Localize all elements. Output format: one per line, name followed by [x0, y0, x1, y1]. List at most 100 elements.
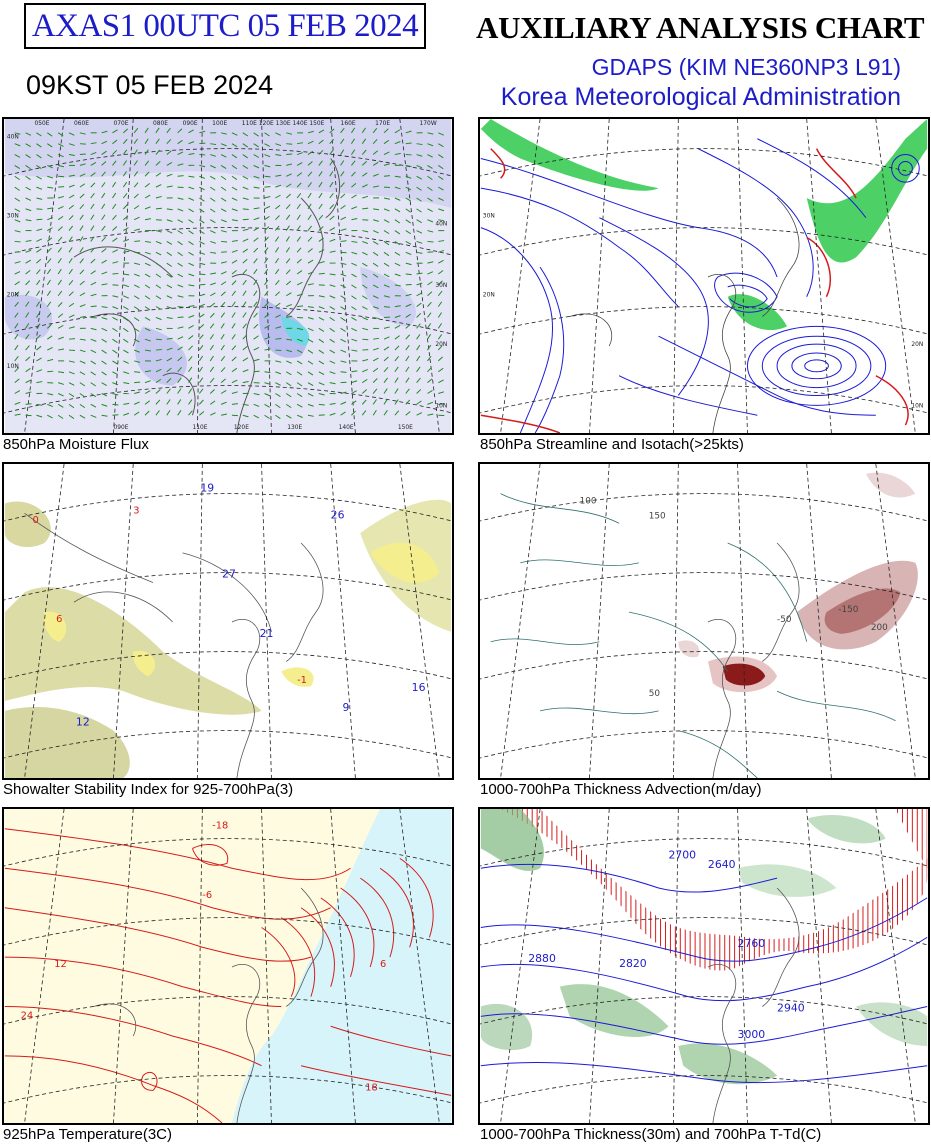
wind-arrow: [318, 226, 324, 231]
wind-arrow: [188, 230, 194, 235]
wind-arrow: [90, 403, 97, 408]
wind-arrow: [57, 302, 63, 307]
wind-arrow: [264, 301, 269, 307]
wind-arrow: [296, 247, 302, 253]
wind-arrow: [307, 182, 312, 188]
wind-arrow: [199, 324, 205, 329]
wind-arrow: [57, 279, 62, 286]
wind-arrow: [318, 393, 325, 396]
wind-arrow: [90, 247, 95, 253]
wind-arrow: [373, 316, 380, 320]
wind-arrow: [155, 172, 162, 177]
wind-arrow: [383, 336, 390, 340]
wind-arrow: [242, 164, 249, 169]
wind-arrow: [210, 143, 217, 146]
wind-arrow: [405, 399, 411, 405]
wind-arrow: [437, 345, 443, 351]
wind-arrow: [394, 345, 400, 351]
wind-arrow: [25, 239, 32, 242]
wind-arrow: [199, 219, 205, 224]
wind-arrow: [427, 208, 433, 213]
svg-text:170E: 170E: [375, 121, 390, 127]
wind-arrow: [177, 367, 182, 373]
wind-arrow: [329, 371, 336, 375]
svg-text:20N: 20N: [911, 342, 923, 348]
wind-arrow: [209, 389, 215, 394]
wind-arrow: [351, 410, 356, 416]
wind-arrow: [112, 129, 118, 134]
wind-arrow: [394, 335, 400, 340]
wind-arrow: [123, 306, 129, 310]
wind-arrow: [274, 257, 280, 264]
wind-arrow: [220, 390, 227, 394]
wind-arrow: [112, 249, 119, 253]
wind-arrow: [361, 399, 367, 405]
wind-arrow: [210, 164, 216, 169]
wind-arrow: [112, 192, 117, 199]
wind-arrow: [427, 197, 433, 202]
wind-arrow: [133, 338, 140, 343]
wind-arrow: [122, 149, 128, 155]
svg-text:40N: 40N: [435, 222, 447, 228]
wind-arrow: [416, 355, 421, 362]
wind-arrow: [340, 306, 346, 311]
wind-arrow: [25, 186, 31, 191]
wind-arrow: [36, 143, 42, 148]
wind-arrow: [209, 400, 216, 405]
wind-arrow: [79, 371, 86, 376]
wind-arrow: [329, 138, 335, 145]
wind-arrow: [68, 194, 75, 199]
wind-arrow: [36, 132, 42, 137]
wind-arrow: [372, 262, 379, 267]
wind-arrow: [275, 302, 281, 308]
wind-arrow: [405, 377, 410, 383]
wind-arrow: [275, 291, 281, 297]
wind-arrow: [79, 304, 86, 308]
wind-arrow: [296, 270, 303, 275]
wind-arrow: [264, 414, 270, 419]
wind-arrow: [253, 175, 260, 179]
wind-arrow: [144, 206, 151, 210]
wind-arrow: [166, 162, 173, 166]
wind-arrow: [166, 378, 172, 383]
wind-arrow: [253, 164, 260, 169]
wind-arrow: [351, 295, 357, 300]
wind-arrow: [296, 293, 303, 297]
wind-arrow: [36, 312, 41, 318]
wind-arrow: [210, 154, 217, 157]
wind-arrow: [351, 327, 357, 332]
panel-thickness-ttd: 2700 2640 2880 2940 3000 2820 2760: [478, 807, 930, 1125]
wind-arrow: [14, 291, 20, 297]
wind-arrow: [58, 382, 64, 385]
wind-arrow: [438, 403, 445, 405]
wind-arrow: [307, 371, 314, 376]
wind-arrow: [362, 230, 369, 233]
wind-arrow: [405, 355, 410, 362]
wind-arrow: [112, 327, 118, 332]
wind-arrow: [318, 306, 325, 310]
wind-arrow: [220, 164, 227, 169]
wind-arrow: [123, 382, 130, 385]
wind-arrow: [220, 301, 226, 307]
wind-arrow: [427, 271, 434, 275]
wind-arrow: [296, 393, 303, 398]
wind-arrow: [133, 306, 140, 311]
wind-arrow: [155, 127, 160, 134]
wind-arrow: [25, 143, 31, 148]
wind-arrow: [416, 143, 423, 146]
wind-arrow: [79, 414, 86, 419]
wind-arrow: [25, 269, 31, 275]
wind-arrow: [242, 248, 249, 253]
wind-arrow: [90, 293, 97, 297]
wind-arrow: [68, 215, 74, 221]
wind-arrow: [427, 367, 432, 373]
wind-arrow: [285, 225, 290, 231]
wind-arrow: [340, 262, 347, 265]
wind-arrow: [36, 164, 42, 169]
wind-arrow: [394, 219, 401, 224]
svg-text:070E: 070E: [113, 121, 128, 127]
wind-arrow: [372, 306, 379, 309]
wind-arrow: [68, 382, 75, 386]
wind-arrow: [329, 171, 334, 177]
wind-arrow: [177, 251, 183, 257]
